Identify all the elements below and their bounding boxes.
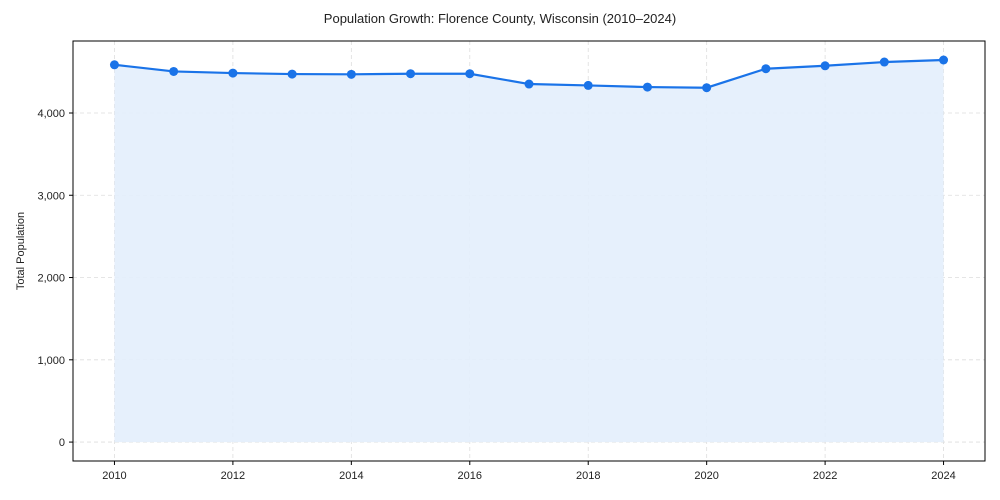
data-point (465, 69, 475, 79)
data-point (879, 57, 889, 67)
y-tick-label: 3,000 (37, 190, 65, 202)
y-tick-label: 1,000 (37, 355, 65, 367)
data-point (406, 69, 416, 79)
x-tick-label: 2010 (102, 470, 126, 482)
data-markers (109, 55, 949, 93)
data-point (346, 69, 356, 79)
data-point (820, 61, 830, 71)
data-point (524, 79, 534, 89)
data-point (109, 60, 119, 70)
x-tick-label: 2016 (458, 470, 482, 482)
data-point (287, 69, 297, 79)
data-point (761, 64, 771, 74)
x-axis-ticks: 2010 2012 2014 2016 2018 2020 2022 2024 (102, 461, 956, 482)
x-tick-label: 2024 (931, 470, 955, 482)
area-fill (114, 60, 944, 443)
y-tick-label: 0 (59, 437, 65, 449)
y-tick-label: 4,000 (37, 108, 65, 120)
x-tick-label: 2012 (221, 470, 245, 482)
y-tick-label: 2,000 (37, 273, 65, 285)
x-tick-label: 2014 (339, 470, 363, 482)
x-tick-label: 2022 (813, 470, 837, 482)
data-point (642, 82, 652, 92)
chart-title: Population Growth: Florence County, Wisc… (323, 11, 677, 26)
plot-frame (72, 40, 986, 462)
data-point (702, 83, 712, 93)
x-tick-label: 2018 (576, 470, 600, 482)
data-point (583, 80, 593, 90)
data-point (228, 68, 238, 78)
data-point (939, 55, 949, 65)
x-tick-label: 2020 (694, 470, 718, 482)
data-point (169, 66, 179, 76)
y-axis-ticks: 0 1,000 2,000 3,000 4,000 (37, 108, 73, 449)
